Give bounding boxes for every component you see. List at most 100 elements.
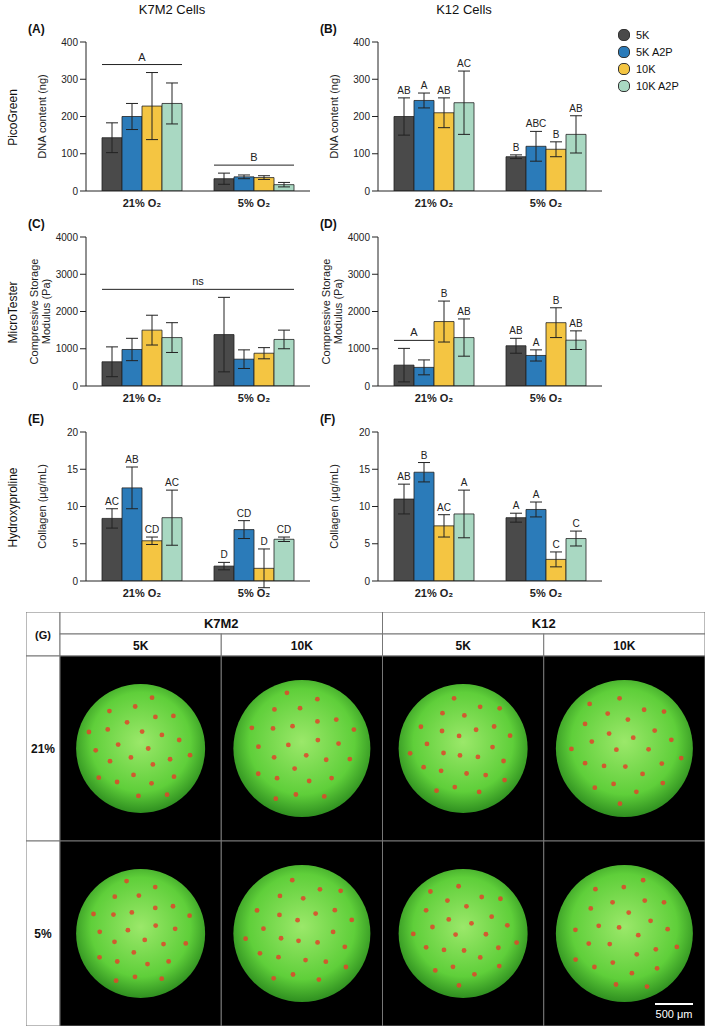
- svg-text:4000: 4000: [56, 232, 79, 243]
- svg-text:300: 300: [353, 74, 370, 85]
- svg-text:400: 400: [61, 37, 78, 48]
- html-text:K12 Cells: K12 Cells: [436, 2, 492, 17]
- svg-text:A: A: [533, 489, 540, 500]
- html-text:(B): (B): [320, 22, 337, 36]
- html-text:K7M2 Cells: K7M2 Cells: [138, 2, 206, 17]
- svg-text:1000: 1000: [348, 343, 371, 354]
- svg-text:21% O₂: 21% O₂: [123, 587, 162, 599]
- svg-text:CD: CD: [145, 524, 159, 535]
- svg-text:Compressive StorageModulus (Pa: Compressive StorageModulus (Pa): [320, 259, 344, 365]
- svg-text:0: 0: [72, 381, 78, 392]
- svg-text:C: C: [552, 539, 559, 550]
- svg-text:B: B: [421, 450, 428, 461]
- svg-text:5% O₂: 5% O₂: [238, 392, 271, 404]
- svg-text:AC: AC: [437, 502, 451, 513]
- svg-text:A: A: [533, 337, 540, 348]
- svg-text:ABC: ABC: [526, 118, 547, 129]
- svg-text:AB: AB: [569, 318, 583, 329]
- svg-text:21% O₂: 21% O₂: [123, 392, 162, 404]
- svg-text:B: B: [553, 295, 560, 306]
- svg-text:5% O₂: 5% O₂: [238, 587, 271, 599]
- svg-text:15: 15: [67, 464, 79, 475]
- svg-text:AB: AB: [457, 306, 471, 317]
- svg-text:10K: 10K: [613, 639, 635, 653]
- svg-text:ns: ns: [192, 275, 204, 287]
- svg-text:20: 20: [67, 427, 79, 438]
- svg-text:AB: AB: [397, 471, 411, 482]
- svg-text:K7M2: K7M2: [204, 616, 239, 631]
- svg-text:D: D: [260, 536, 267, 547]
- svg-text:5% O₂: 5% O₂: [238, 197, 271, 209]
- svg-text:DNA content (ng): DNA content (ng): [328, 74, 340, 158]
- svg-text:5: 5: [364, 538, 370, 549]
- svg-text:AB: AB: [397, 85, 411, 96]
- svg-text:500 μm: 500 μm: [656, 1008, 693, 1020]
- svg-text:B: B: [513, 142, 520, 153]
- svg-text:3000: 3000: [56, 269, 79, 280]
- svg-text:0: 0: [364, 381, 370, 392]
- svg-text:0: 0: [364, 576, 370, 587]
- svg-text:AB: AB: [569, 103, 583, 114]
- svg-text:300: 300: [61, 74, 78, 85]
- svg-text:2000: 2000: [56, 306, 79, 317]
- svg-text:1000: 1000: [56, 343, 79, 354]
- svg-text:Hydroxyproline: Hydroxyproline: [6, 467, 20, 547]
- svg-text:PicoGreen: PicoGreen: [6, 89, 20, 146]
- svg-text:(G): (G): [35, 629, 51, 641]
- svg-text:AC: AC: [457, 58, 471, 69]
- svg-text:Collagen (μg/mL): Collagen (μg/mL): [36, 464, 48, 549]
- html-text:(A): (A): [28, 22, 45, 36]
- svg-text:A: A: [461, 477, 468, 488]
- svg-text:0: 0: [364, 186, 370, 197]
- svg-text:K12: K12: [532, 616, 556, 631]
- svg-text:A: A: [421, 80, 428, 91]
- svg-text:CD: CD: [237, 508, 251, 519]
- svg-text:AC: AC: [165, 477, 179, 488]
- svg-text:0: 0: [72, 186, 78, 197]
- svg-text:MicroTester: MicroTester: [6, 281, 20, 343]
- svg-text:AB: AB: [125, 454, 139, 465]
- svg-text:A: A: [513, 500, 520, 511]
- svg-text:200: 200: [353, 111, 370, 122]
- svg-text:3000: 3000: [348, 269, 371, 280]
- svg-text:21% O₂: 21% O₂: [415, 197, 454, 209]
- svg-text:5: 5: [72, 538, 78, 549]
- svg-text:10K: 10K: [291, 639, 313, 653]
- svg-text:C: C: [572, 518, 579, 529]
- svg-text:5K: 5K: [455, 639, 471, 653]
- svg-text:15: 15: [359, 464, 371, 475]
- svg-text:AC: AC: [105, 496, 119, 507]
- svg-text:5% O₂: 5% O₂: [530, 197, 563, 209]
- svg-text:5K: 5K: [133, 639, 149, 653]
- svg-text:400: 400: [353, 37, 370, 48]
- svg-text:20: 20: [359, 427, 371, 438]
- svg-text:21% O₂: 21% O₂: [415, 587, 454, 599]
- svg-text:5% O₂: 5% O₂: [530, 587, 563, 599]
- svg-text:2000: 2000: [348, 306, 371, 317]
- svg-text:21% O₂: 21% O₂: [415, 392, 454, 404]
- svg-text:21%: 21%: [31, 742, 55, 756]
- svg-text:A: A: [410, 326, 418, 338]
- svg-text:21% O₂: 21% O₂: [123, 197, 162, 209]
- svg-text:10: 10: [67, 501, 79, 512]
- svg-text:100: 100: [353, 148, 370, 159]
- svg-text:A: A: [138, 51, 146, 63]
- html-text:(C): (C): [28, 217, 45, 231]
- svg-text:CD: CD: [277, 524, 291, 535]
- svg-text:AB: AB: [509, 325, 523, 336]
- svg-text:5%: 5%: [34, 927, 52, 941]
- svg-text:B: B: [250, 151, 257, 163]
- svg-text:Compressive StorageModulus (Pa: Compressive StorageModulus (Pa): [28, 259, 52, 365]
- svg-text:B: B: [553, 129, 560, 140]
- svg-text:100: 100: [61, 148, 78, 159]
- svg-text:0: 0: [72, 576, 78, 587]
- svg-text:D: D: [220, 549, 227, 560]
- svg-text:Collagen (μg/mL): Collagen (μg/mL): [328, 464, 340, 549]
- svg-text:200: 200: [61, 111, 78, 122]
- svg-text:DNA content (ng): DNA content (ng): [36, 74, 48, 158]
- svg-text:B: B: [441, 288, 448, 299]
- svg-text:4000: 4000: [348, 232, 371, 243]
- svg-text:10: 10: [359, 501, 371, 512]
- svg-text:5% O₂: 5% O₂: [530, 392, 563, 404]
- svg-text:AB: AB: [437, 85, 451, 96]
